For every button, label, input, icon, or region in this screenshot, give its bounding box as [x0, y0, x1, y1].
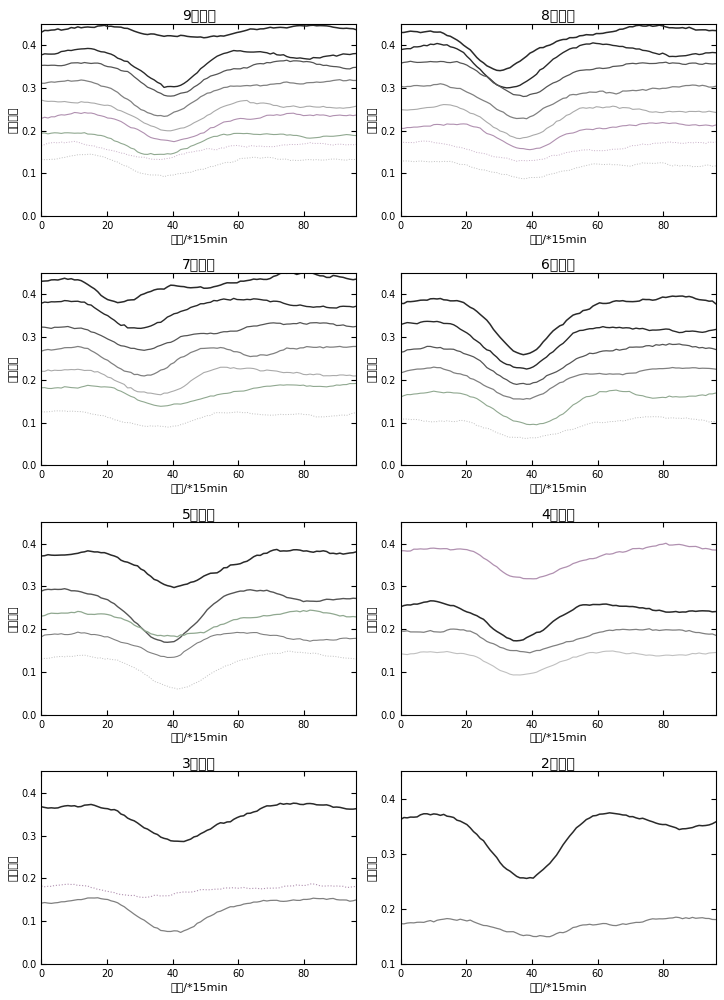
X-axis label: 时间/*15min: 时间/*15min [529, 982, 587, 992]
Y-axis label: 相对出力: 相对出力 [9, 854, 18, 881]
Title: 7个场景: 7个场景 [182, 258, 216, 272]
Title: 2个场景: 2个场景 [541, 756, 575, 770]
Title: 4个场景: 4个场景 [541, 507, 575, 521]
X-axis label: 时间/*15min: 时间/*15min [170, 234, 228, 244]
Y-axis label: 相对出力: 相对出力 [9, 605, 18, 632]
Y-axis label: 相对出力: 相对出力 [368, 107, 377, 133]
Y-axis label: 相对出力: 相对出力 [9, 107, 18, 133]
X-axis label: 时间/*15min: 时间/*15min [529, 732, 587, 742]
Title: 6个场景: 6个场景 [541, 258, 575, 272]
X-axis label: 时间/*15min: 时间/*15min [170, 732, 228, 742]
Title: 8个场景: 8个场景 [541, 8, 575, 22]
Y-axis label: 相对出力: 相对出力 [368, 356, 377, 382]
Y-axis label: 相对出力: 相对出力 [9, 356, 18, 382]
X-axis label: 时间/*15min: 时间/*15min [170, 483, 228, 493]
X-axis label: 时间/*15min: 时间/*15min [170, 982, 228, 992]
Y-axis label: 相对出力: 相对出力 [368, 854, 377, 881]
X-axis label: 时间/*15min: 时间/*15min [529, 483, 587, 493]
Title: 5个场景: 5个场景 [182, 507, 216, 521]
Y-axis label: 相对出力: 相对出力 [368, 605, 377, 632]
Title: 9个场景: 9个场景 [182, 8, 216, 22]
X-axis label: 时间/*15min: 时间/*15min [529, 234, 587, 244]
Title: 3个场景: 3个场景 [182, 756, 216, 770]
